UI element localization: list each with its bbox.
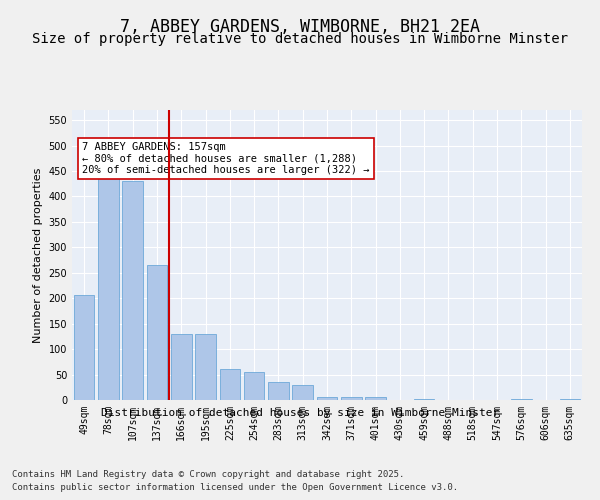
Bar <box>414 399 434 400</box>
Bar <box>341 398 362 400</box>
Bar <box>98 168 119 400</box>
Text: 7, ABBEY GARDENS, WIMBORNE, BH21 2EA: 7, ABBEY GARDENS, WIMBORNE, BH21 2EA <box>120 18 480 36</box>
Bar <box>146 265 167 400</box>
Bar <box>268 382 289 400</box>
Bar <box>220 370 240 400</box>
Bar <box>122 181 143 400</box>
Text: 7 ABBEY GARDENS: 157sqm
← 80% of detached houses are smaller (1,288)
20% of semi: 7 ABBEY GARDENS: 157sqm ← 80% of detache… <box>82 142 370 175</box>
Text: Size of property relative to detached houses in Wimborne Minster: Size of property relative to detached ho… <box>32 32 568 46</box>
Bar <box>292 384 313 400</box>
Bar <box>195 334 216 400</box>
Bar <box>317 398 337 400</box>
Bar <box>244 372 265 400</box>
Bar <box>365 398 386 400</box>
Y-axis label: Number of detached properties: Number of detached properties <box>33 168 43 342</box>
Bar <box>560 399 580 400</box>
Text: Contains HM Land Registry data © Crown copyright and database right 2025.: Contains HM Land Registry data © Crown c… <box>12 470 404 479</box>
Text: Contains public sector information licensed under the Open Government Licence v3: Contains public sector information licen… <box>12 482 458 492</box>
Text: Distribution of detached houses by size in Wimborne Minster: Distribution of detached houses by size … <box>101 408 499 418</box>
Bar <box>511 399 532 400</box>
Bar <box>171 334 191 400</box>
Bar <box>74 294 94 400</box>
